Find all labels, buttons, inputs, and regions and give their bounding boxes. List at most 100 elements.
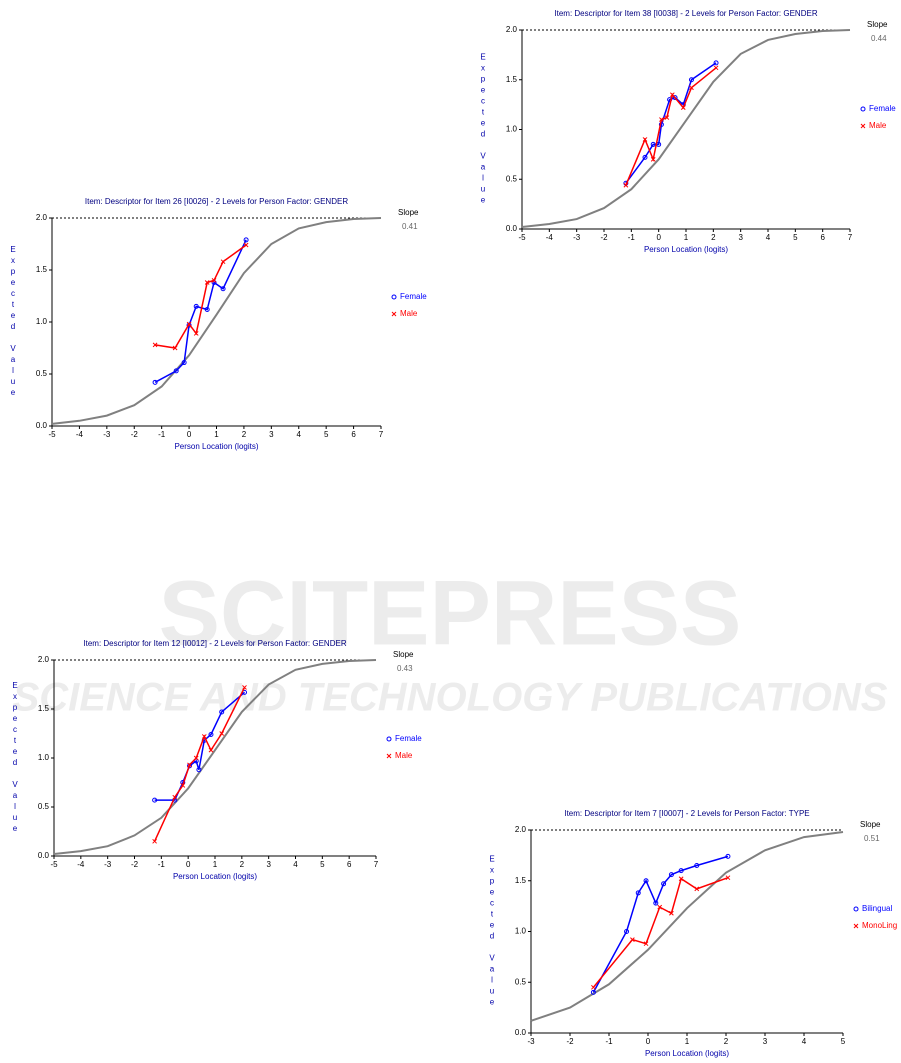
x-tick-label: 0: [187, 430, 192, 439]
point-marker: [694, 886, 700, 892]
point-marker: [624, 929, 630, 934]
legend-marker: [853, 923, 859, 929]
chart-title: Item: Descriptor for Item 12 [I0012] - 2…: [83, 639, 346, 648]
series-line: [625, 62, 717, 184]
point-marker: [650, 156, 656, 162]
x-tick-label: 7: [379, 430, 384, 439]
x-tick-label: 0: [646, 1037, 651, 1046]
x-tick-label: 1: [213, 860, 218, 869]
y-tick-label: 0.0: [38, 851, 50, 860]
point-marker: [180, 783, 186, 788]
legend-label: Bilingual: [862, 904, 892, 913]
x-tick-label: -3: [104, 860, 112, 869]
y-tick-label: 2.0: [515, 825, 527, 834]
chart-title: Item: Descriptor for Item 7 [I0007] - 2 …: [564, 809, 809, 818]
point-marker: [650, 141, 656, 147]
x-tick-label: 0: [656, 233, 661, 242]
x-tick-label: -3: [573, 233, 581, 242]
x-tick-label: -3: [103, 430, 111, 439]
watermark-subtitle: SCIENCE AND TECHNOLOGY PUBLICATIONS: [13, 676, 888, 720]
x-tick-label: 3: [763, 1037, 768, 1046]
x-tick-label: -2: [131, 860, 139, 869]
x-tick-label: 7: [848, 233, 853, 242]
point-marker: [242, 685, 247, 690]
point-marker: [152, 838, 157, 844]
y-axis-label: Expected Value: [11, 681, 20, 835]
point-marker: [173, 368, 179, 374]
point-marker: [643, 941, 649, 947]
point-marker: [657, 904, 663, 910]
point-marker: [642, 137, 648, 142]
series-line: [592, 855, 729, 993]
point-marker: [630, 937, 635, 942]
point-marker: [220, 259, 226, 265]
x-tick-label: 4: [297, 430, 302, 439]
series-line: [154, 239, 247, 383]
point-marker: [193, 331, 199, 336]
x-tick-label: 6: [820, 233, 825, 242]
x-tick-label: 6: [351, 430, 356, 439]
point-marker: [204, 280, 210, 285]
x-tick-label: -3: [527, 1037, 535, 1046]
point-marker: [591, 984, 596, 990]
legend-marker: [391, 311, 397, 317]
x-axis-label: Person Location (logits): [644, 245, 728, 254]
point-marker: [689, 85, 694, 91]
slope-value: 0.41: [402, 222, 418, 231]
legend-marker: [386, 736, 392, 742]
y-tick-label: 2.0: [38, 655, 50, 664]
legend-label: Female: [400, 292, 427, 301]
x-tick-label: -5: [518, 233, 526, 242]
x-tick-label: -4: [546, 233, 554, 242]
point-marker: [725, 853, 731, 859]
point-marker: [243, 237, 249, 243]
legend-marker: [860, 123, 866, 129]
x-axis-label: Person Location (logits): [173, 872, 257, 881]
point-marker: [187, 762, 192, 768]
x-tick-label: 5: [841, 1037, 846, 1046]
point-marker: [220, 286, 226, 292]
slope-label: Slope: [860, 820, 881, 829]
x-tick-label: -5: [48, 430, 56, 439]
legend-marker: [853, 906, 859, 912]
expected-curve: [53, 659, 377, 856]
point-marker: [172, 794, 178, 800]
series-line: [625, 67, 717, 186]
point-marker: [688, 77, 694, 83]
x-tick-label: 4: [766, 233, 771, 242]
point-marker: [635, 890, 641, 896]
point-marker: [152, 342, 158, 348]
point-marker: [678, 868, 684, 874]
slope-value: 0.51: [864, 834, 880, 843]
y-tick-label: 0.5: [506, 174, 518, 183]
expected-curve: [521, 29, 851, 229]
x-tick-label: -4: [76, 430, 84, 439]
point-marker: [208, 747, 214, 753]
point-marker: [713, 65, 719, 71]
point-marker: [694, 863, 700, 869]
point-marker: [678, 876, 684, 882]
y-tick-label: 0.5: [36, 369, 48, 378]
expected-curve: [530, 831, 844, 1022]
slope-label: Slope: [393, 650, 414, 659]
x-tick-label: 2: [242, 430, 247, 439]
point-marker: [680, 105, 686, 110]
legend-marker: [860, 106, 866, 112]
y-tick-label: 2.0: [506, 25, 518, 34]
point-marker: [725, 875, 731, 881]
point-marker: [172, 345, 178, 351]
slope-value: 0.44: [871, 34, 887, 43]
y-tick-label: 1.0: [38, 753, 50, 762]
x-tick-label: 3: [738, 233, 743, 242]
legend-label: Male: [395, 751, 413, 760]
point-marker: [181, 360, 187, 366]
point-marker: [208, 731, 214, 737]
point-marker: [653, 900, 659, 906]
y-tick-label: 1.0: [515, 927, 527, 936]
slope-label: Slope: [398, 208, 419, 217]
y-tick-label: 1.5: [36, 265, 48, 274]
y-tick-label: 0.0: [506, 224, 518, 233]
y-tick-label: 2.0: [36, 213, 48, 222]
x-tick-label: 3: [266, 860, 271, 869]
slope-value: 0.43: [397, 664, 413, 673]
